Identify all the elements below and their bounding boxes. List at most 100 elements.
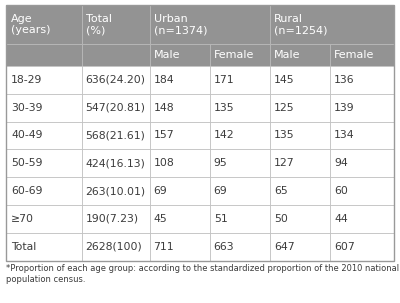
Bar bbox=[150, 44, 210, 66]
Text: 171: 171 bbox=[214, 75, 234, 85]
Bar bbox=[270, 122, 330, 149]
Text: 607: 607 bbox=[334, 242, 355, 252]
Bar bbox=[330, 149, 394, 177]
Bar bbox=[6, 205, 82, 233]
Text: 145: 145 bbox=[274, 75, 294, 85]
Text: 663: 663 bbox=[214, 242, 234, 252]
Bar bbox=[330, 94, 394, 122]
Bar bbox=[6, 122, 82, 149]
Text: 142: 142 bbox=[214, 131, 234, 141]
Bar bbox=[270, 233, 330, 261]
Text: 30-39: 30-39 bbox=[11, 103, 43, 113]
Text: 45: 45 bbox=[154, 214, 167, 224]
Bar bbox=[150, 177, 210, 205]
Bar bbox=[150, 5, 270, 44]
Bar bbox=[150, 149, 210, 177]
Bar bbox=[82, 233, 150, 261]
Text: 424(16.13): 424(16.13) bbox=[86, 158, 146, 168]
Bar bbox=[82, 177, 150, 205]
Text: 60: 60 bbox=[334, 186, 348, 196]
Text: Male: Male bbox=[274, 50, 300, 60]
Bar bbox=[150, 205, 210, 233]
Text: 135: 135 bbox=[274, 131, 294, 141]
Text: 636(24.20): 636(24.20) bbox=[86, 75, 146, 85]
Text: 50: 50 bbox=[274, 214, 288, 224]
Text: 2628(100): 2628(100) bbox=[86, 242, 142, 252]
Text: 95: 95 bbox=[214, 158, 228, 168]
Text: 50-59: 50-59 bbox=[11, 158, 43, 168]
Bar bbox=[82, 94, 150, 122]
Bar bbox=[210, 233, 270, 261]
Bar bbox=[210, 205, 270, 233]
Bar bbox=[210, 177, 270, 205]
Bar bbox=[82, 205, 150, 233]
Text: 40-49: 40-49 bbox=[11, 131, 43, 141]
Text: Female: Female bbox=[214, 50, 254, 60]
Text: 157: 157 bbox=[154, 131, 174, 141]
Bar bbox=[6, 5, 394, 261]
Bar bbox=[6, 233, 82, 261]
Bar bbox=[270, 5, 394, 44]
Text: 263(10.01): 263(10.01) bbox=[86, 186, 146, 196]
Bar bbox=[150, 233, 210, 261]
Bar bbox=[210, 149, 270, 177]
Bar bbox=[270, 205, 330, 233]
Bar bbox=[210, 44, 270, 66]
Bar bbox=[6, 5, 82, 44]
Text: 135: 135 bbox=[214, 103, 234, 113]
Bar bbox=[6, 94, 82, 122]
Text: 65: 65 bbox=[274, 186, 288, 196]
Bar bbox=[82, 5, 150, 44]
Text: Rural
(n=1254): Rural (n=1254) bbox=[274, 14, 327, 35]
Bar bbox=[330, 44, 394, 66]
Text: 18-29: 18-29 bbox=[11, 75, 42, 85]
Text: 94: 94 bbox=[334, 158, 348, 168]
Text: 711: 711 bbox=[154, 242, 174, 252]
Bar bbox=[150, 94, 210, 122]
Text: Age
(years): Age (years) bbox=[11, 14, 51, 35]
Text: 51: 51 bbox=[214, 214, 228, 224]
Text: ≥70: ≥70 bbox=[11, 214, 34, 224]
Bar bbox=[270, 44, 330, 66]
Text: Total
(%): Total (%) bbox=[86, 14, 112, 35]
Bar bbox=[150, 66, 210, 94]
Text: 148: 148 bbox=[154, 103, 174, 113]
Text: 139: 139 bbox=[334, 103, 355, 113]
Bar bbox=[270, 66, 330, 94]
Bar bbox=[330, 205, 394, 233]
Text: Total: Total bbox=[11, 242, 36, 252]
Text: 134: 134 bbox=[334, 131, 355, 141]
Bar bbox=[82, 149, 150, 177]
Bar bbox=[270, 149, 330, 177]
Bar bbox=[270, 94, 330, 122]
Bar bbox=[330, 177, 394, 205]
Text: 69: 69 bbox=[214, 186, 228, 196]
Bar bbox=[6, 44, 82, 66]
Bar bbox=[330, 122, 394, 149]
Text: 108: 108 bbox=[154, 158, 174, 168]
Bar bbox=[82, 44, 150, 66]
Text: 568(21.61): 568(21.61) bbox=[86, 131, 146, 141]
Text: *Proportion of each age group: according to the standardized proportion of the 2: *Proportion of each age group: according… bbox=[6, 264, 399, 285]
Bar bbox=[330, 66, 394, 94]
Text: 136: 136 bbox=[334, 75, 355, 85]
Bar bbox=[330, 233, 394, 261]
Bar bbox=[150, 122, 210, 149]
Text: 44: 44 bbox=[334, 214, 348, 224]
Bar bbox=[210, 122, 270, 149]
Text: Urban
(n=1374): Urban (n=1374) bbox=[154, 14, 207, 35]
Text: 190(7.23): 190(7.23) bbox=[86, 214, 139, 224]
Bar bbox=[6, 177, 82, 205]
Bar bbox=[210, 66, 270, 94]
Bar bbox=[82, 66, 150, 94]
Bar bbox=[82, 122, 150, 149]
Text: 647: 647 bbox=[274, 242, 294, 252]
Text: 125: 125 bbox=[274, 103, 294, 113]
Text: Male: Male bbox=[154, 50, 180, 60]
Text: 69: 69 bbox=[154, 186, 167, 196]
Bar bbox=[210, 94, 270, 122]
Bar bbox=[270, 177, 330, 205]
Bar bbox=[6, 149, 82, 177]
Text: 60-69: 60-69 bbox=[11, 186, 43, 196]
Text: 127: 127 bbox=[274, 158, 294, 168]
